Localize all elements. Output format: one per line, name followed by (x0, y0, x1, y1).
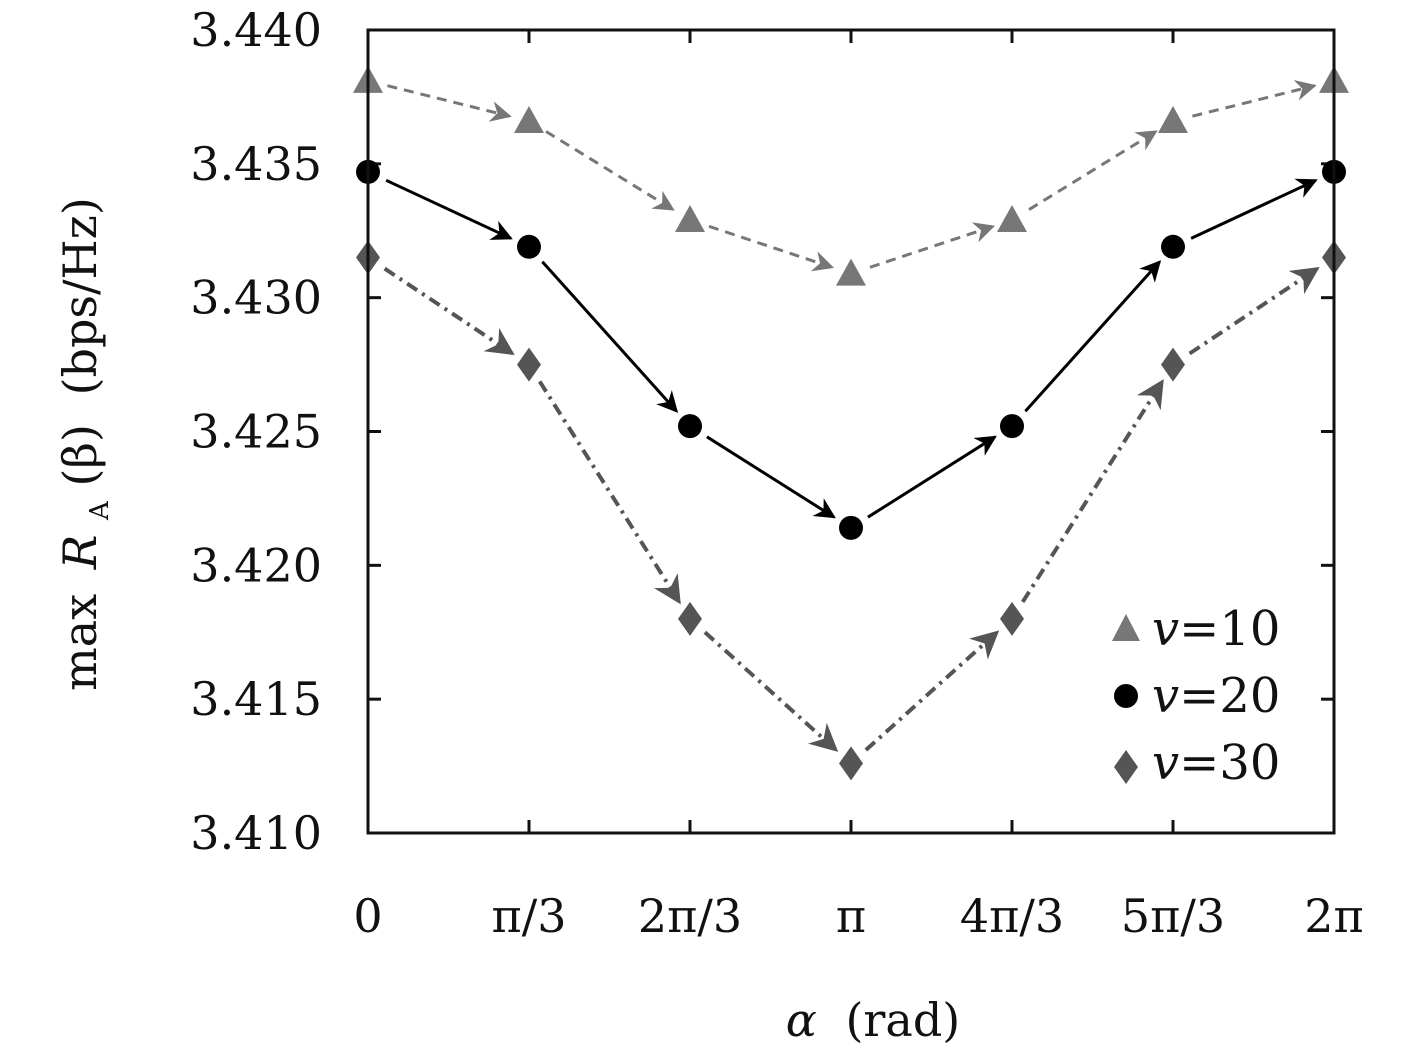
data-point (678, 414, 702, 439)
series-v10 (353, 65, 1349, 286)
series-segment (867, 435, 997, 519)
data-point (997, 205, 1027, 233)
legend-circle-icon (1114, 684, 1138, 708)
series-segment (1021, 379, 1164, 604)
legend-label-v30-var: v (1152, 735, 1179, 791)
y-axis-unit: (bps/Hz) (53, 197, 107, 395)
legend-item-v10: v=10 (1112, 601, 1280, 657)
series-v30 (356, 240, 1346, 781)
series-segment (1024, 260, 1162, 413)
data-point (836, 258, 866, 286)
x-tick-label: π/3 (492, 889, 567, 943)
data-point (1161, 234, 1185, 259)
y-tick-label: 3.430 (190, 271, 322, 325)
y-axis-title: max R A (β) (bps/Hz) (53, 197, 119, 691)
y-tick-label: 3.415 (190, 672, 322, 726)
x-tick-label: 4π/3 (960, 889, 1064, 943)
x-axis-title: α (rad) (786, 993, 960, 1047)
series-segment (1188, 266, 1320, 356)
data-point (675, 205, 705, 233)
legend-item-v30: v=30 (1114, 735, 1280, 791)
x-tick-label: 2π/3 (638, 889, 742, 943)
y-axis-var: R (53, 535, 107, 571)
y-axis-arg: (β) (53, 424, 107, 487)
data-point (1000, 601, 1024, 636)
series-segment (703, 630, 839, 752)
x-axis-symbol: α (786, 993, 817, 1047)
legend-label-v20-var: v (1152, 668, 1179, 724)
series-segment (706, 435, 836, 519)
data-point (514, 106, 544, 134)
y-tick-label: 3.410 (190, 806, 322, 860)
legend-label-v20-value: =20 (1179, 668, 1280, 724)
x-tick-labels: 0 π/3 2π/3 π 4π/3 5π/3 2π (353, 889, 1363, 943)
legend-triangle-icon (1112, 614, 1140, 641)
series-segment (541, 260, 679, 413)
series-segment (387, 84, 512, 122)
svg-text:v=10: v=10 (1152, 601, 1280, 657)
data-point (517, 234, 541, 259)
series-segment (383, 266, 515, 356)
data-point (678, 601, 702, 636)
x-axis-unit: (rad) (845, 993, 960, 1047)
x-tick-label: 5π/3 (1121, 889, 1225, 943)
series-segment (1190, 178, 1318, 240)
y-tick-label: 3.440 (190, 3, 322, 57)
data-point (839, 515, 863, 540)
data-point (839, 746, 863, 781)
legend-item-v20: v=20 (1114, 668, 1280, 724)
svg-text:v=30: v=30 (1152, 735, 1280, 791)
legend: v=10 v=20 v=30 (1112, 601, 1280, 791)
data-point (1161, 347, 1185, 382)
legend-label-v10-value: =10 (1179, 601, 1280, 657)
data-point (1158, 106, 1188, 134)
data-point (517, 347, 541, 382)
y-tick-label: 3.425 (190, 405, 322, 459)
series-segment (708, 224, 835, 272)
series-segment (1192, 80, 1317, 118)
svg-text:v=20: v=20 (1152, 668, 1280, 724)
y-tick-label: 3.420 (190, 538, 322, 592)
data-point (1000, 414, 1024, 439)
x-tick-label: 0 (353, 889, 382, 943)
y-tick-labels: 3.410 3.415 3.420 3.425 3.430 3.435 3.440 (190, 3, 322, 860)
legend-label-v30-value: =30 (1179, 735, 1280, 791)
series-segment (545, 130, 675, 211)
series-segment (1028, 130, 1158, 211)
legend-diamond-icon (1114, 750, 1138, 784)
series-segment (864, 630, 1000, 752)
legend-label-v10-var: v (1152, 601, 1179, 657)
series-segment (869, 222, 996, 269)
y-axis-sub: A (85, 500, 115, 521)
x-tick-label: π (836, 889, 866, 943)
plot-frame (366, 28, 1336, 835)
y-tick-label: 3.435 (190, 137, 322, 191)
axis-ticks (368, 30, 1334, 833)
y-axis-prefix: max (53, 594, 107, 691)
series-segment (538, 380, 681, 605)
series-segment (385, 178, 513, 240)
x-tick-label: 2π (1304, 889, 1364, 943)
